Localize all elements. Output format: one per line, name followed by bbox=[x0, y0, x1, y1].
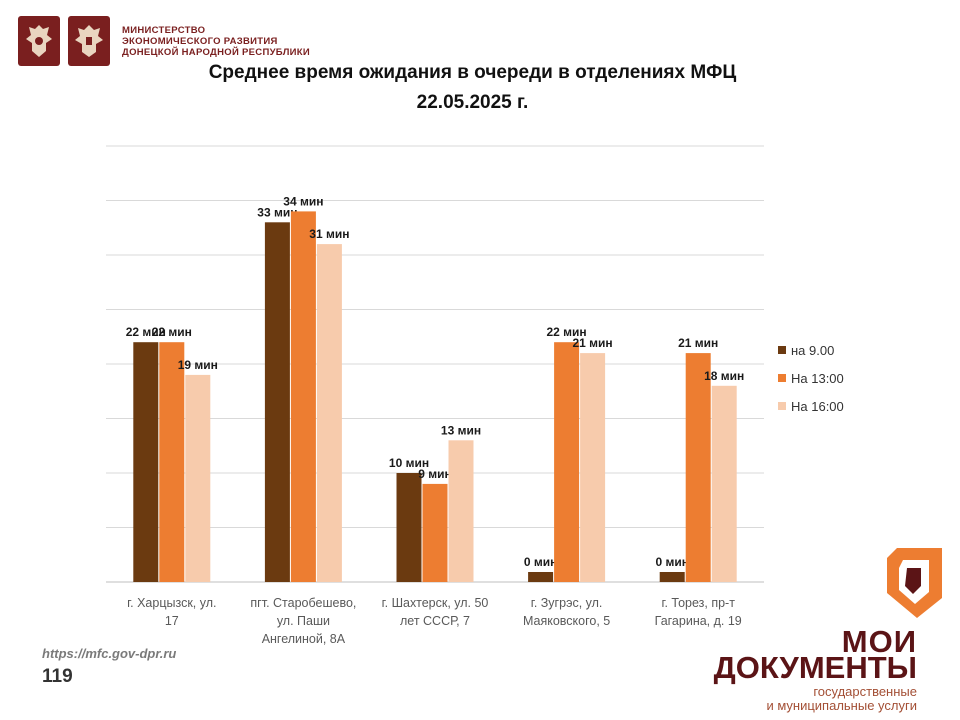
bar bbox=[528, 572, 554, 582]
legend-swatch-13 bbox=[778, 374, 786, 382]
legend-item-9: на 9.00 bbox=[778, 336, 844, 364]
brand-subtitle-line-2: и муниципальные услуги bbox=[766, 698, 917, 713]
category-label: г. Харцызск, ул. 17 bbox=[127, 596, 216, 628]
data-label: 10 мин bbox=[389, 456, 429, 470]
ministry-line-3: ДОНЕЦКОЙ НАРОДНОЙ РЕСПУБЛИКИ bbox=[122, 46, 311, 58]
chart-title-line-2: 22.05.2025 г. bbox=[416, 92, 529, 113]
bar bbox=[580, 353, 606, 582]
data-label: 34 мин bbox=[283, 194, 323, 208]
dpr-emblem-icon bbox=[68, 16, 110, 66]
chart-legend: на 9.00 На 13:00 На 16:00 bbox=[778, 336, 844, 420]
russia-emblem-icon bbox=[18, 16, 60, 66]
data-label: 31 мин bbox=[309, 227, 349, 241]
bar bbox=[264, 222, 290, 583]
moi-dokumenty-brand: МОИ ДОКУМЕНТЫ государственные и муниципа… bbox=[712, 548, 942, 713]
bar bbox=[396, 473, 422, 582]
bar bbox=[316, 244, 342, 582]
category-label-line: лет СССР, 7 bbox=[400, 614, 470, 628]
category-label-line: 17 bbox=[165, 614, 179, 628]
category-label-line: Гагарина, д. 19 bbox=[655, 614, 742, 628]
bar bbox=[554, 342, 580, 582]
data-label: 18 мин bbox=[704, 369, 744, 383]
bar bbox=[448, 440, 474, 582]
bar bbox=[711, 385, 737, 582]
bar bbox=[685, 353, 711, 582]
data-label: 33 мин bbox=[257, 205, 297, 219]
data-label: 0 мин bbox=[524, 555, 558, 569]
category-label: г. Торез, пр-т Гагарина, д. 19 bbox=[655, 596, 742, 628]
legend-swatch-9 bbox=[778, 346, 786, 354]
category-label-line: г. Шахтерск, ул. 50 bbox=[382, 596, 489, 610]
data-label: 21 мин bbox=[678, 336, 718, 350]
data-label: 13 мин bbox=[441, 423, 481, 437]
bar bbox=[659, 572, 685, 582]
moi-dokumenty-logo-icon bbox=[887, 548, 942, 618]
category-label-line: г. Харцызск, ул. bbox=[127, 596, 216, 610]
data-label: 9 мин bbox=[418, 467, 452, 481]
legend-label-9: на 9.00 bbox=[791, 342, 835, 358]
data-label: 0 мин bbox=[655, 555, 689, 569]
ministry-name: МИНИСТЕРСТВО ЭКОНОМИЧЕСКОГО РАЗВИТИЯ ДОН… bbox=[122, 25, 310, 58]
legend-item-16: На 16:00 bbox=[778, 392, 844, 420]
category-label: г. Зугрэс, ул. Маяковского, 5 bbox=[523, 596, 610, 628]
category-label-line: г. Зугрэс, ул. bbox=[531, 596, 603, 610]
brand-name-line-2: ДОКУМЕНТЫ bbox=[713, 650, 917, 685]
bar bbox=[422, 483, 448, 582]
brand-name-line-1: МОИ bbox=[841, 624, 917, 659]
category-label: пгт. Старобешево, ул. Паши Ангелиной, 8А bbox=[250, 596, 356, 646]
data-label: 22 мин bbox=[547, 325, 587, 339]
data-label: 22 мин bbox=[152, 325, 192, 339]
bar bbox=[133, 342, 159, 582]
ministry-line-2: ЭКОНОМИЧЕСКОГО РАЗВИТИЯ bbox=[122, 35, 278, 47]
ministry-line-1: МИНИСТЕРСТВО bbox=[122, 24, 206, 36]
legend-swatch-16 bbox=[778, 402, 786, 410]
category-label: г. Шахтерск, ул. 50 лет СССР, 7 bbox=[382, 596, 489, 628]
category-label-line: Ангелиной, 8А bbox=[262, 632, 346, 646]
chart-title: Среднее время ожидания в очереди в отдел… bbox=[0, 58, 945, 118]
category-label-line: ул. Паши bbox=[277, 614, 330, 628]
chart-title-line-1: Среднее время ожидания в очереди в отдел… bbox=[208, 62, 737, 83]
data-label: 19 мин bbox=[178, 358, 218, 372]
category-label-line: г. Торез, пр-т bbox=[661, 596, 735, 610]
bar bbox=[290, 211, 316, 582]
category-label-line: пгт. Старобешево, bbox=[250, 596, 356, 610]
bar bbox=[185, 374, 211, 582]
header: МИНИСТЕРСТВО ЭКОНОМИЧЕСКОГО РАЗВИТИЯ ДОН… bbox=[18, 14, 310, 68]
data-label: 22 мин bbox=[126, 325, 166, 339]
website-url: https://mfc.gov-dpr.ru bbox=[42, 646, 177, 661]
data-label: 21 мин bbox=[573, 336, 613, 350]
bar bbox=[159, 342, 185, 582]
legend-label-16: На 16:00 bbox=[791, 398, 844, 414]
category-label-line: Маяковского, 5 bbox=[523, 614, 610, 628]
page-number: 119 bbox=[42, 666, 73, 687]
legend-item-13: На 13:00 bbox=[778, 364, 844, 392]
brand-subtitle-line-1: государственные bbox=[813, 684, 917, 699]
legend-label-13: На 13:00 bbox=[791, 370, 844, 386]
